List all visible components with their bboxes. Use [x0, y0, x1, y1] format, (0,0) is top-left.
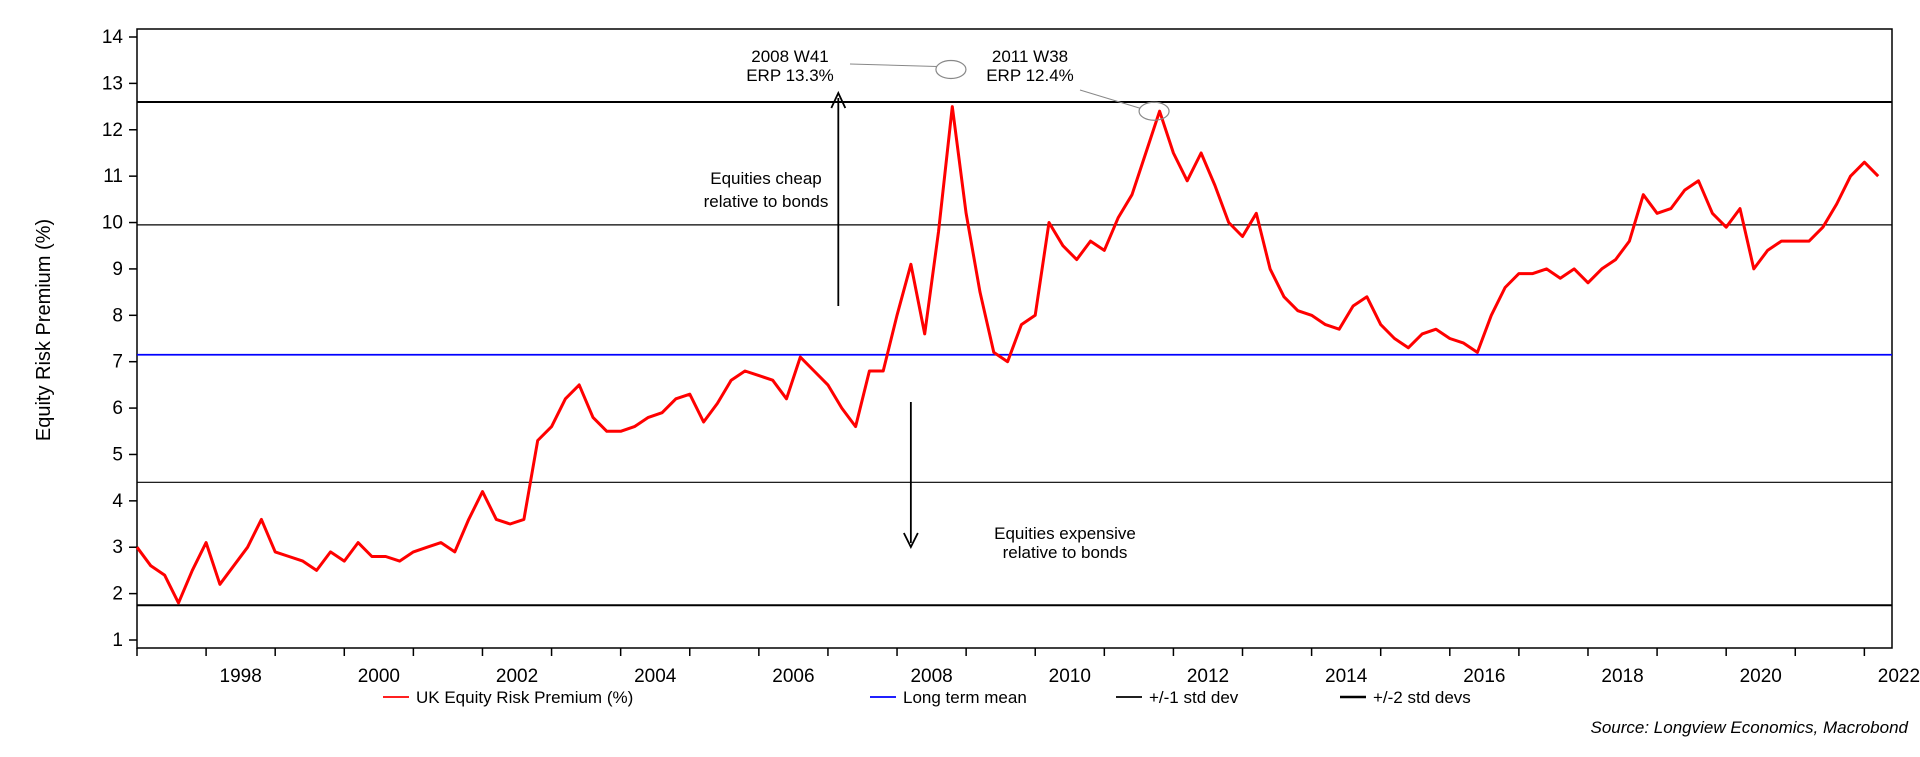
legend-label: Long term mean: [903, 688, 1027, 707]
cheap-annotation-line2: relative to bonds: [704, 192, 829, 211]
y-tick-label: 11: [103, 166, 123, 187]
legend-label: UK Equity Risk Premium (%): [416, 688, 633, 707]
x-tick-label: 2016: [1463, 666, 1505, 687]
x-tick-label: 1998: [220, 666, 262, 687]
x-tick-label: 2000: [358, 666, 400, 687]
source-note: Source: Longview Economics, Macrobond: [1591, 718, 1909, 737]
expensive-annotation-line2: relative to bonds: [1003, 543, 1128, 562]
x-tick-label: 2020: [1740, 666, 1782, 687]
y-tick-label: 9: [112, 259, 123, 280]
y-tick-label: 7: [112, 352, 123, 373]
erp-series-line: [135, 105, 1880, 605]
y-tick-label: 14: [102, 27, 124, 48]
x-tick-label: 2010: [1049, 666, 1091, 687]
peak-label-line1: 2008 W41: [751, 47, 829, 66]
peak-label-line2: ERP 12.4%: [986, 66, 1074, 85]
peak-label-line1: 2011 W38: [992, 47, 1068, 66]
y-tick-label: 4: [112, 491, 123, 512]
y-tick-label: 10: [102, 213, 123, 234]
y-tick-label: 6: [112, 398, 123, 419]
x-tick-label: 2006: [772, 666, 814, 687]
expensive-arrow-head: [903, 532, 919, 550]
plot-frame: [136, 28, 1893, 649]
cheap-arrow-head: [830, 90, 847, 109]
x-tick-label: 2014: [1325, 666, 1368, 687]
y-tick-label: 1: [112, 630, 123, 651]
x-tick-label: 2004: [634, 666, 677, 687]
y-tick-label: 13: [102, 73, 123, 94]
expensive-annotation-line1: Equities expensive: [994, 524, 1136, 543]
y-tick-label: 12: [102, 120, 123, 141]
x-tick-label: 2018: [1601, 666, 1643, 687]
x-tick-label: 2008: [910, 666, 952, 687]
legend-label: +/-1 std dev: [1149, 688, 1239, 707]
peak-marker: [1138, 101, 1170, 121]
x-tick-label: 2022: [1878, 666, 1920, 687]
y-tick-label: 3: [112, 537, 123, 558]
peak-leader-line: [849, 63, 937, 67]
x-tick-label: 2012: [1187, 666, 1229, 687]
y-axis-label: Equity Risk Premium (%): [33, 219, 55, 441]
y-tick-label: 2: [112, 584, 123, 605]
y-tick-label: 5: [112, 444, 123, 465]
peak-label-line2: ERP 13.3%: [746, 66, 834, 85]
x-tick-label: 2002: [496, 666, 538, 687]
cheap-annotation-line1: Equities cheap: [710, 169, 822, 188]
legend-label: +/-2 std devs: [1373, 688, 1471, 707]
peak-leader-line: [1079, 89, 1141, 109]
peak-marker: [935, 59, 967, 80]
y-tick-label: 8: [112, 305, 123, 326]
